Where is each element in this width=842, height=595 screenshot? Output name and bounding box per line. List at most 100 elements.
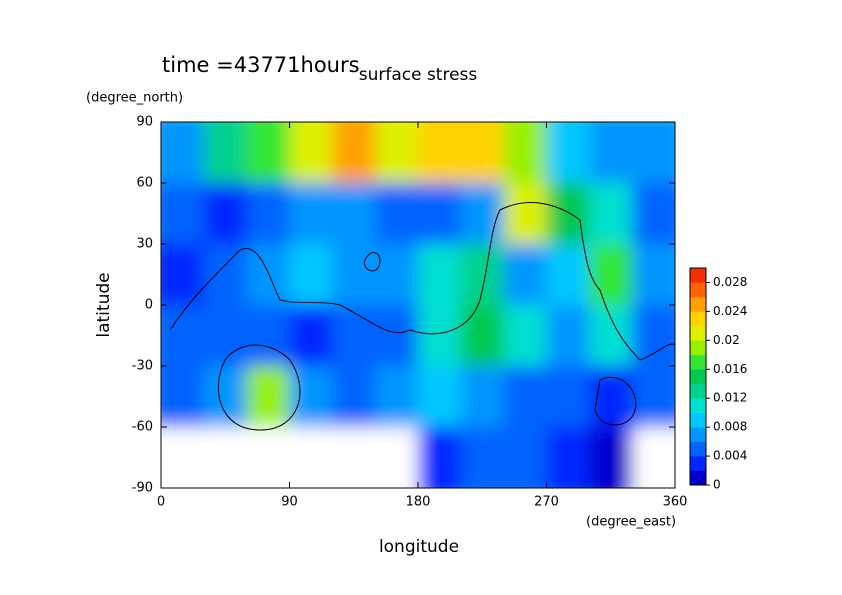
colorbar-tick-label: 0.028 — [713, 275, 747, 289]
field-cell — [546, 427, 590, 488]
x-tick-label: 180 — [406, 495, 431, 510]
colorbar-tick-label: 0.012 — [713, 391, 747, 405]
field-cell — [589, 244, 633, 306]
field-cell — [375, 183, 419, 245]
colorbar-band — [690, 441, 706, 457]
field-cell — [203, 427, 248, 488]
colorbar: 0 0.004 0.008 0.012 0.016 0.02 0.024 0.028 — [690, 268, 747, 492]
field-cell — [503, 183, 547, 245]
colorbar-band — [690, 470, 706, 486]
y-tick-label: -90 — [132, 481, 153, 496]
field-cell — [503, 366, 547, 428]
field-cell — [332, 122, 376, 184]
field-cell — [589, 427, 633, 488]
field — [161, 122, 675, 488]
field-cell — [589, 305, 633, 367]
field-cell — [203, 366, 248, 428]
field-cell — [375, 427, 419, 488]
field-cell — [161, 305, 205, 367]
field-cell — [546, 183, 590, 245]
field-cell — [632, 183, 675, 245]
y-tick-label: -30 — [132, 359, 153, 374]
y-axis-label: latitude — [94, 272, 114, 337]
field-cell — [632, 305, 675, 367]
colorbar-band — [690, 398, 706, 413]
field-cell — [418, 366, 462, 428]
x-axis-label: longitude — [379, 537, 459, 557]
field-cell — [203, 122, 248, 184]
field-cell — [203, 183, 248, 245]
field-cell — [332, 244, 376, 306]
field-cell — [289, 183, 333, 245]
field-cell — [546, 244, 590, 306]
field-cell — [289, 427, 333, 488]
colorbar-frame — [689, 267, 707, 486]
field-cell — [289, 244, 333, 306]
field-cell — [460, 366, 505, 428]
field-cell — [589, 366, 633, 428]
x-tick-label: 90 — [281, 495, 298, 510]
colorbar-band — [690, 427, 706, 442]
field-cell — [418, 305, 462, 367]
colorbar-band — [690, 296, 706, 312]
y-tick-label: 30 — [136, 237, 153, 252]
field-cell — [460, 183, 505, 245]
field-cell — [460, 122, 505, 184]
y-tick-label: 90 — [136, 115, 153, 130]
field-cell — [289, 366, 333, 428]
colorbar-band — [690, 369, 706, 385]
field-cell — [632, 366, 675, 428]
field-cell — [246, 305, 290, 367]
field-cell — [418, 427, 462, 488]
field-cell — [246, 366, 290, 428]
field-cell — [203, 244, 248, 306]
field-cell — [375, 244, 419, 306]
y-unit: (degree_north) — [86, 91, 183, 106]
colorbar-band — [690, 325, 706, 341]
field-cell — [332, 366, 376, 428]
field-cell — [589, 183, 633, 245]
colorbar-tick-label: 0.008 — [713, 420, 747, 434]
time-label: time =43771hours — [162, 53, 360, 77]
field-cell — [375, 366, 419, 428]
field-cell — [161, 366, 205, 428]
colorbar-tick-label: 0.024 — [713, 304, 747, 318]
field-cell — [503, 244, 547, 306]
x-tick-label: 360 — [663, 495, 688, 510]
x-tick-label: 0 — [157, 495, 165, 510]
y-tick-label: 0 — [145, 298, 153, 313]
field-cell — [632, 122, 675, 184]
field-cell — [289, 122, 333, 184]
field-cell — [418, 244, 462, 306]
field-cell — [246, 244, 290, 306]
coastlines — [169, 202, 675, 431]
colorbar-band — [690, 340, 706, 356]
field-cell — [460, 305, 505, 367]
field-cell — [460, 244, 505, 306]
field-cell — [418, 183, 462, 245]
y-tick-label: -60 — [132, 420, 153, 435]
field-cell — [632, 427, 675, 488]
field-cell — [503, 427, 547, 488]
x-tick-label: 270 — [534, 495, 559, 510]
field-cell — [246, 183, 290, 245]
colorbar-tick-label: 0 — [713, 478, 721, 492]
field-cell — [332, 305, 376, 367]
chart-title: surface stress — [359, 65, 478, 85]
field-cell — [203, 305, 248, 367]
field-cell — [546, 122, 590, 184]
colorbar-band — [690, 412, 706, 428]
field-cell — [589, 122, 633, 184]
field-cell — [460, 427, 505, 488]
y-tick-label: 60 — [136, 176, 153, 191]
colorbar-band — [690, 282, 706, 298]
colorbar-band — [690, 383, 706, 399]
x-unit: (degree_east) — [586, 515, 676, 530]
field-cell — [503, 122, 547, 184]
colorbar-band — [690, 268, 706, 283]
colorbar-tick-label: 0.004 — [713, 449, 747, 463]
field-cell — [246, 427, 290, 488]
colorbar-band — [690, 354, 706, 370]
field-cell — [332, 183, 376, 245]
colorbar-band — [690, 456, 706, 471]
